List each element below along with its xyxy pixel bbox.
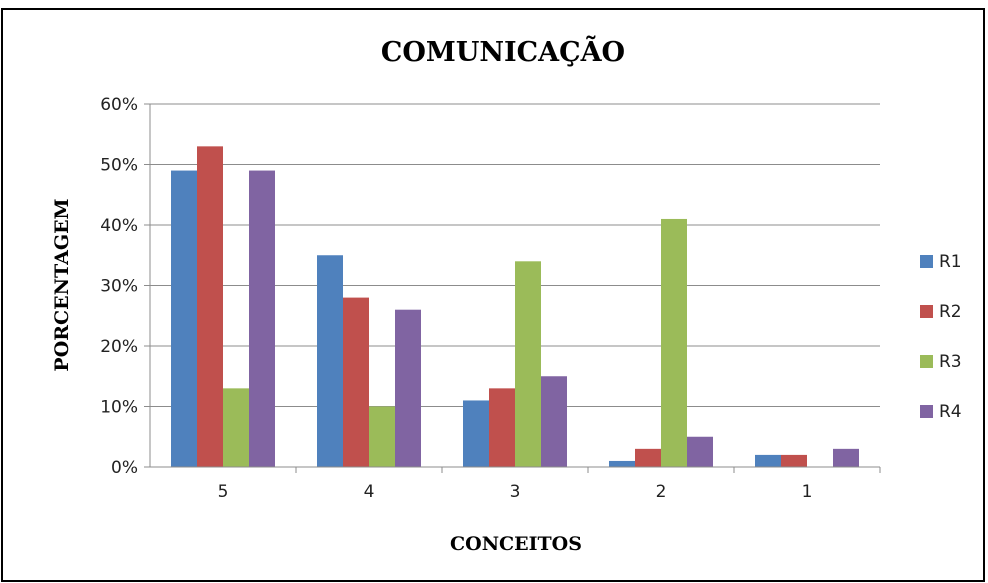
bar-r3-5 — [223, 388, 249, 467]
legend-swatch-r1 — [920, 255, 933, 268]
y-tick-label: 50% — [100, 156, 138, 176]
bar-r1-3 — [463, 400, 489, 467]
legend-label-r1: R1 — [939, 252, 962, 272]
bar-r1-4 — [317, 255, 343, 467]
y-axis-title: PORCENTAGEM — [51, 198, 73, 371]
bar-r1-5 — [171, 171, 197, 467]
bar-r4-5 — [249, 171, 275, 467]
bar-r1-2 — [609, 461, 635, 467]
bar-r2-4 — [343, 298, 369, 467]
bar-r3-4 — [369, 407, 395, 468]
bar-r4-4 — [395, 310, 421, 467]
y-tick-label: 60% — [100, 95, 138, 115]
bar-r1-1 — [755, 455, 781, 467]
x-tick-label: 1 — [802, 482, 813, 502]
y-tick-label: 0% — [111, 458, 138, 478]
x-tick-label: 5 — [218, 482, 229, 502]
bar-r3-2 — [661, 219, 687, 467]
y-tick-label: 20% — [100, 337, 138, 357]
x-axis-title: CONCEITOS — [450, 533, 582, 555]
bar-r4-2 — [687, 437, 713, 467]
legend-label-r2: R2 — [939, 302, 962, 322]
bar-r4-1 — [833, 449, 859, 467]
legend-swatch-r2 — [920, 305, 933, 318]
x-tick-label: 2 — [656, 482, 667, 502]
y-tick-label: 30% — [100, 277, 138, 297]
bar-r2-3 — [489, 388, 515, 467]
bar-r2-5 — [197, 146, 223, 467]
x-tick-label: 4 — [364, 482, 375, 502]
bar-r3-3 — [515, 261, 541, 467]
legend-label-r3: R3 — [939, 352, 962, 372]
bars — [171, 146, 859, 467]
bar-r2-1 — [781, 455, 807, 467]
legend-swatch-r3 — [920, 355, 933, 368]
bar-r4-3 — [541, 376, 567, 467]
x-tick-label: 3 — [510, 482, 521, 502]
bar-r2-2 — [635, 449, 661, 467]
y-tick-label: 10% — [100, 398, 138, 418]
chart-title: COMUNICAÇÃO — [381, 35, 625, 68]
y-tick-label: 40% — [100, 216, 138, 236]
legend: R1 R2 R3 R4 — [920, 252, 962, 422]
legend-label-r4: R4 — [939, 402, 962, 422]
legend-swatch-r4 — [920, 405, 933, 418]
